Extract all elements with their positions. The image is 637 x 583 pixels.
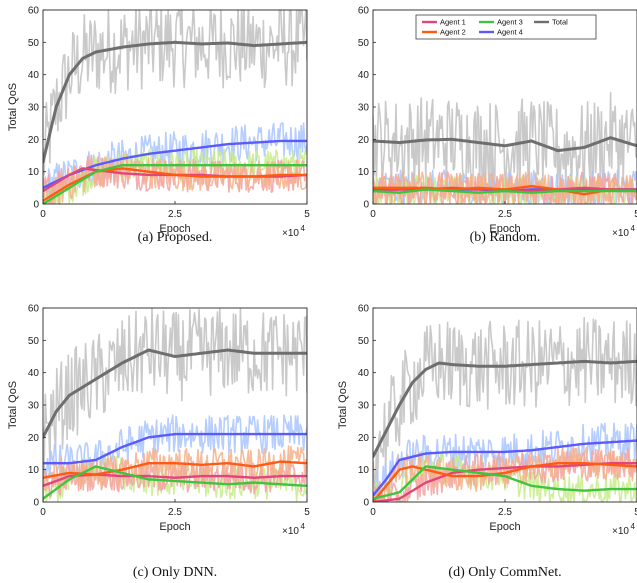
panel-caption: (d) Only CommNet. bbox=[448, 565, 561, 580]
panel-caption: (b) Random. bbox=[470, 230, 541, 245]
x-tick-label: 5 bbox=[304, 209, 310, 220]
raw-trace-agent2 bbox=[373, 446, 637, 502]
plot-traces bbox=[43, 10, 307, 204]
y-tick-label: 50 bbox=[358, 38, 370, 49]
y-tick-label: 10 bbox=[358, 167, 370, 178]
x-axis-label: Epoch bbox=[159, 521, 190, 533]
y-tick-label: 60 bbox=[358, 304, 370, 315]
y-tick-label: 50 bbox=[28, 38, 40, 49]
series-line-agent4 bbox=[43, 432, 307, 465]
y-tick-label: 50 bbox=[358, 336, 370, 347]
plot-traces bbox=[373, 316, 637, 502]
y-axis-label: Total QoS bbox=[337, 381, 349, 429]
y-tick-label: 30 bbox=[358, 401, 370, 412]
x-tick-label: 2.5 bbox=[498, 209, 512, 220]
y-tick-label: 30 bbox=[28, 401, 40, 412]
raw-trace-total bbox=[43, 10, 307, 176]
chart-panel-4: 0 10 20 30 40 50 60 0 2.5 5 ×104 Epoch Total QoS (d) … bbox=[337, 304, 637, 580]
x-tick-label: 0 bbox=[40, 209, 46, 220]
series-line-agent2 bbox=[43, 460, 307, 479]
y-axis-label: Total QoS bbox=[7, 83, 19, 131]
legend-label-agent1: Agent 1 bbox=[440, 18, 466, 27]
x-tick-label: 2.5 bbox=[168, 209, 182, 220]
legend-label-total: Total bbox=[552, 18, 568, 27]
chart-panel-3: 0 10 20 30 40 50 60 0 2.5 5 ×10 4 Epoch Total QoS (c) … bbox=[7, 304, 310, 581]
x-multiplier-exponent: 4 bbox=[631, 224, 636, 233]
y-tick-label: 0 bbox=[33, 498, 39, 509]
x-tick-label: 5 bbox=[634, 507, 637, 518]
legend-label-agent3: Agent 3 bbox=[497, 18, 523, 27]
x-tick-label: 2.5 bbox=[168, 507, 182, 518]
y-tick-label: 10 bbox=[28, 465, 40, 476]
series-line-total bbox=[43, 40, 307, 164]
series-line-agent3 bbox=[373, 188, 637, 194]
x-tick-label: 2.5 bbox=[498, 507, 512, 518]
y-tick-label: 10 bbox=[28, 167, 40, 178]
raw-trace-agent2 bbox=[43, 153, 307, 204]
y-tick-label: 10 bbox=[358, 465, 370, 476]
x-multiplier: ×10 bbox=[282, 228, 299, 239]
y-tick-label: 40 bbox=[28, 70, 40, 81]
x-multiplier-exponent: 4 bbox=[301, 522, 306, 531]
raw-trace-agent4 bbox=[43, 414, 307, 482]
raw-trace-agent4 bbox=[373, 422, 637, 502]
y-tick-label: 30 bbox=[28, 103, 40, 114]
raw-trace-total bbox=[373, 316, 637, 498]
x-tick-label: 5 bbox=[634, 209, 637, 220]
y-tick-label: 20 bbox=[358, 433, 370, 444]
legend: Agent 1 Agent 3 Total Agent 2 Agent 4 bbox=[415, 14, 597, 40]
x-multiplier: ×10 bbox=[282, 526, 299, 537]
chart-panel-1: 0 10 20 30 40 50 60 0 2.5 5 ×10 4 Epoch Total QoS (a) … bbox=[7, 6, 310, 246]
series-line-agent3 bbox=[43, 465, 307, 500]
panel-caption: (a) Proposed. bbox=[138, 230, 213, 245]
y-tick-label: 0 bbox=[363, 200, 369, 211]
chart-panel-2: 0 10 20 30 40 50 60 0 2.5 5 ×104 Epoch(b) Random. Ag… bbox=[358, 6, 637, 245]
y-tick-label: 20 bbox=[358, 135, 370, 146]
y-tick-label: 20 bbox=[28, 135, 40, 146]
y-tick-label: 60 bbox=[28, 6, 40, 17]
x-tick-label: 0 bbox=[370, 507, 376, 518]
x-tick-label: 5 bbox=[304, 507, 310, 518]
panel-caption: (c) Only DNN. bbox=[133, 565, 217, 580]
y-tick-label: 50 bbox=[28, 336, 40, 347]
series-line-agent2 bbox=[373, 462, 637, 502]
x-multiplier-exponent: 4 bbox=[631, 522, 636, 531]
series-line-total bbox=[373, 136, 637, 153]
x-tick-label: 0 bbox=[370, 209, 376, 220]
y-tick-label: 0 bbox=[33, 200, 39, 211]
y-axis-label: Total QoS bbox=[7, 381, 19, 429]
series-line-agent4 bbox=[373, 439, 637, 497]
plot-traces bbox=[43, 308, 307, 502]
y-tick-label: 40 bbox=[358, 368, 370, 379]
x-multiplier-exponent: 4 bbox=[301, 224, 306, 233]
x-multiplier: ×10 bbox=[612, 228, 629, 239]
series-line-total bbox=[43, 348, 307, 439]
y-tick-label: 30 bbox=[358, 103, 370, 114]
x-axis-label: Epoch bbox=[159, 223, 190, 235]
x-multiplier: ×10 bbox=[612, 526, 629, 537]
y-tick-label: 40 bbox=[358, 70, 370, 81]
legend-label-agent2: Agent 2 bbox=[440, 28, 466, 37]
legend-label-agent4: Agent 4 bbox=[497, 28, 523, 37]
y-tick-label: 0 bbox=[363, 498, 369, 509]
y-tick-label: 20 bbox=[28, 433, 40, 444]
series-line-agent2 bbox=[373, 184, 637, 196]
legend-box bbox=[415, 14, 597, 40]
series-line-agent3 bbox=[43, 163, 307, 204]
series-line-total bbox=[373, 359, 637, 459]
y-tick-label: 60 bbox=[28, 304, 40, 315]
x-axis-label: Epoch bbox=[489, 223, 520, 235]
series-line-agent3 bbox=[373, 465, 637, 500]
y-tick-label: 40 bbox=[28, 368, 40, 379]
y-tick-label: 60 bbox=[358, 6, 370, 17]
x-axis-label: Epoch bbox=[489, 521, 520, 533]
x-tick-label: 0 bbox=[40, 507, 46, 518]
